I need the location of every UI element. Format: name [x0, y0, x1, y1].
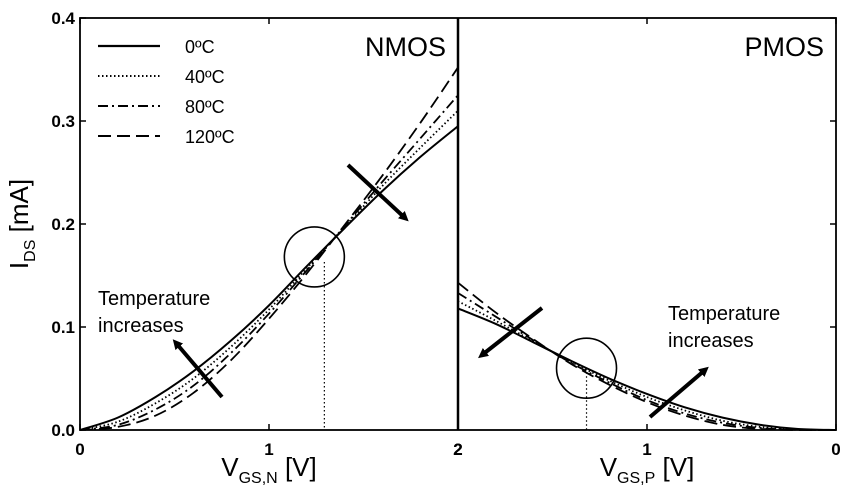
pmos-temperature-arrow	[648, 366, 709, 419]
pmos-series-solid-line	[457, 307, 837, 431]
x-axis-title-main: V	[600, 452, 618, 482]
x-axis-title-unit: [V]	[278, 452, 317, 482]
nmos-crossover-circle	[283, 226, 346, 288]
legend-label: 120ºC	[185, 127, 235, 147]
nmos-annotation-text: Temperature increases	[98, 288, 210, 337]
y-tick-label: 0.1	[51, 318, 75, 337]
pmos-x-axis-title: VGS,P [V]	[600, 452, 695, 487]
panel-label-pmos: PMOS	[744, 32, 824, 62]
y-tick-label: 0.2	[51, 215, 75, 234]
legend-label: 0ºC	[185, 37, 215, 57]
nmos-temperature-arrow	[172, 339, 224, 399]
y-axis-title-sub: DS	[22, 240, 39, 262]
nmos-series-dashed-line	[79, 66, 459, 431]
pmos-temperature-arrow	[478, 306, 544, 359]
y-tick-label: 0.0	[51, 421, 75, 440]
nmos-x-axis-title: VGS,N [V]	[221, 452, 316, 487]
pmos-x-tick-label: 0	[831, 440, 840, 459]
x-axis-title-sub: GS,N	[239, 470, 278, 487]
legend-label: 80ºC	[185, 97, 225, 117]
pmos-annotation-line: increases	[668, 330, 754, 352]
y-axis-title-main: I	[4, 262, 34, 269]
pmos-x-tick-label: 1	[642, 440, 651, 459]
pmos-x-tick-label: 2	[453, 440, 462, 459]
pmos-annotation-text: Temperature increases	[668, 303, 780, 352]
nmos-annotation-line: increases	[98, 315, 184, 337]
x-axis-title-main: V	[221, 452, 239, 482]
y-axis-title-unit: [mA]	[4, 179, 34, 240]
nmos-temperature-arrow	[346, 163, 409, 222]
panel-label-nmos: NMOS	[365, 32, 446, 62]
nmos-series-dashdot-line	[79, 94, 459, 431]
nmos-x-tick-label: 0	[75, 440, 84, 459]
pmos-crossover-circle	[555, 337, 618, 400]
legend-label: 40ºC	[185, 67, 225, 87]
nmos-x-tick-label: 1	[264, 440, 273, 459]
x-axis-title-sub: GS,P	[617, 470, 655, 487]
nmos-series-solid-line	[79, 125, 459, 431]
y-axis-title: IDS [mA]	[4, 179, 39, 269]
nmos-annotation-line: Temperature	[98, 288, 210, 310]
y-tick-label: 0.4	[51, 9, 75, 28]
pmos-annotation-line: Temperature	[668, 303, 780, 325]
nmos-x-tick-label: 2	[453, 440, 462, 459]
x-axis-title-unit: [V]	[655, 452, 694, 482]
y-tick-label: 0.3	[51, 112, 75, 131]
nmos-series-dotted-line	[79, 110, 459, 431]
